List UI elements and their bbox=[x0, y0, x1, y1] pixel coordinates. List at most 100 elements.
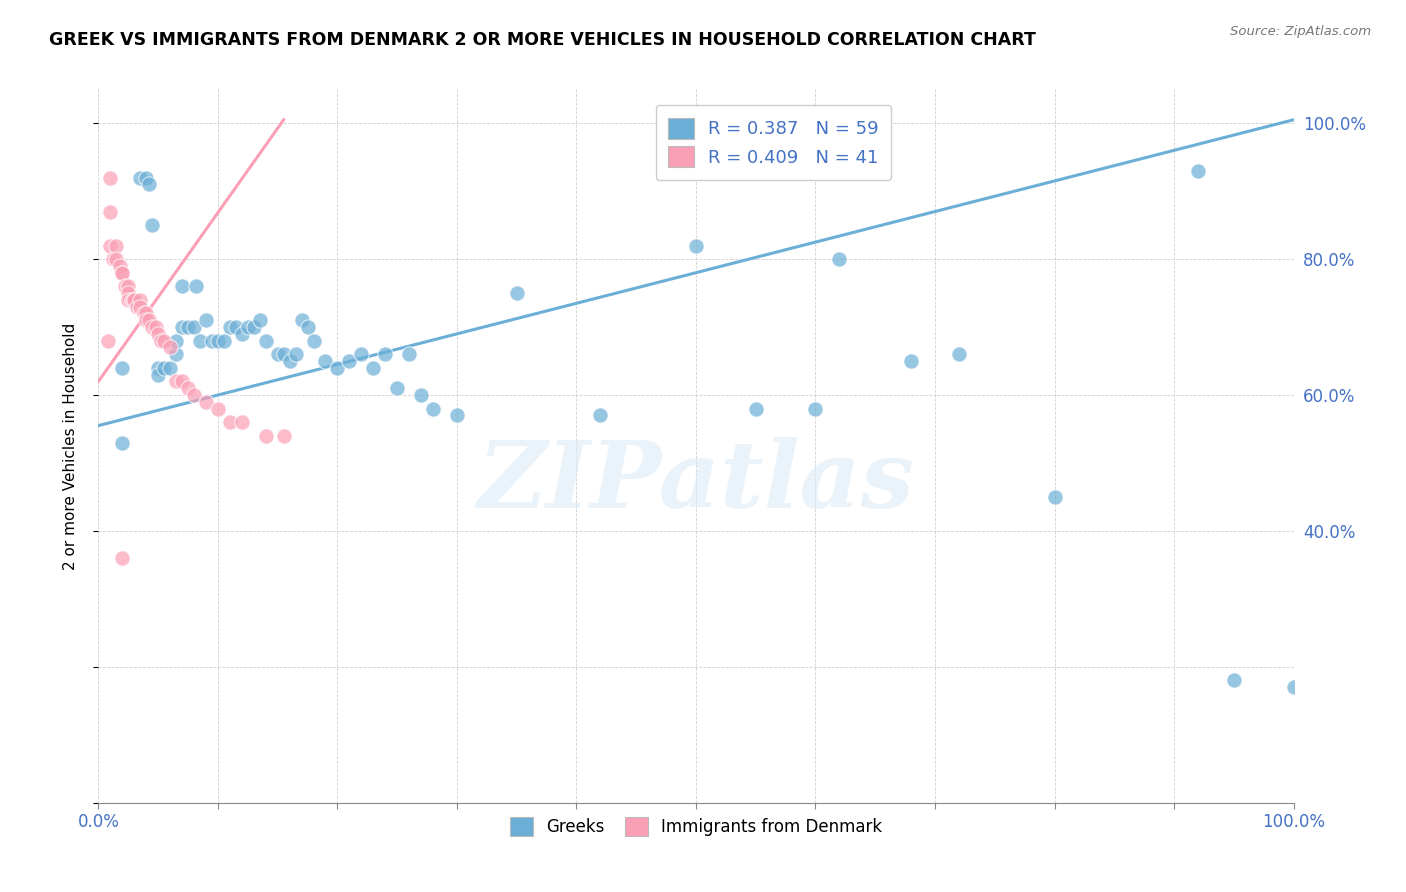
Point bbox=[165, 334, 187, 348]
Point bbox=[98, 204, 122, 219]
Point bbox=[132, 306, 155, 320]
Point bbox=[172, 279, 194, 293]
Point bbox=[398, 347, 420, 361]
Point bbox=[350, 347, 373, 361]
Point bbox=[165, 375, 187, 389]
Point bbox=[172, 320, 194, 334]
Point bbox=[207, 334, 229, 348]
Point bbox=[411, 388, 433, 402]
Legend: Greeks, Immigrants from Denmark: Greeks, Immigrants from Denmark bbox=[498, 805, 894, 848]
Point bbox=[422, 401, 444, 416]
Point bbox=[207, 401, 229, 416]
Point bbox=[153, 360, 176, 375]
Point bbox=[297, 320, 319, 334]
Point bbox=[186, 279, 208, 293]
Point bbox=[129, 300, 152, 314]
Point bbox=[225, 320, 247, 334]
Point bbox=[111, 551, 134, 566]
Point bbox=[117, 293, 139, 307]
Point bbox=[159, 360, 181, 375]
Point bbox=[249, 313, 271, 327]
Point bbox=[278, 354, 301, 368]
Point bbox=[135, 170, 157, 185]
Point bbox=[948, 347, 970, 361]
Point bbox=[273, 429, 295, 443]
Point bbox=[745, 401, 768, 416]
Point bbox=[148, 326, 170, 341]
Point bbox=[1187, 163, 1209, 178]
Point bbox=[1282, 680, 1305, 694]
Point bbox=[195, 394, 218, 409]
Point bbox=[124, 293, 146, 307]
Point bbox=[267, 347, 290, 361]
Point bbox=[108, 259, 131, 273]
Point bbox=[201, 334, 224, 348]
Point bbox=[284, 347, 307, 361]
Point bbox=[141, 320, 163, 334]
Point bbox=[195, 313, 218, 327]
Point bbox=[219, 415, 242, 429]
Point bbox=[124, 293, 146, 307]
Point bbox=[254, 429, 277, 443]
Point bbox=[236, 320, 259, 334]
Point bbox=[212, 334, 235, 348]
Point bbox=[291, 313, 314, 327]
Point bbox=[219, 320, 242, 334]
Point bbox=[231, 415, 253, 429]
Point bbox=[129, 293, 152, 307]
Point bbox=[138, 178, 160, 192]
Point bbox=[804, 401, 827, 416]
Point bbox=[111, 266, 134, 280]
Point bbox=[148, 368, 170, 382]
Text: Source: ZipAtlas.com: Source: ZipAtlas.com bbox=[1230, 25, 1371, 38]
Point bbox=[1043, 490, 1066, 504]
Point bbox=[589, 409, 612, 423]
Point bbox=[385, 381, 409, 395]
Point bbox=[315, 354, 337, 368]
Point bbox=[900, 354, 922, 368]
Point bbox=[111, 360, 134, 375]
Point bbox=[828, 252, 851, 266]
Point bbox=[129, 170, 152, 185]
Point bbox=[506, 286, 529, 301]
Point bbox=[165, 347, 187, 361]
Point bbox=[111, 435, 134, 450]
Point bbox=[243, 320, 266, 334]
Point bbox=[172, 375, 194, 389]
Point bbox=[121, 293, 143, 307]
Point bbox=[254, 334, 277, 348]
Point bbox=[98, 170, 122, 185]
Point bbox=[153, 334, 176, 348]
Point bbox=[231, 326, 253, 341]
Point bbox=[114, 279, 136, 293]
Point bbox=[135, 306, 157, 320]
Point bbox=[446, 409, 468, 423]
Text: ZIPatlas: ZIPatlas bbox=[478, 437, 914, 526]
Point bbox=[97, 334, 120, 348]
Point bbox=[111, 266, 134, 280]
Point bbox=[302, 334, 325, 348]
Text: GREEK VS IMMIGRANTS FROM DENMARK 2 OR MORE VEHICLES IN HOUSEHOLD CORRELATION CHA: GREEK VS IMMIGRANTS FROM DENMARK 2 OR MO… bbox=[49, 31, 1036, 49]
Point bbox=[148, 360, 170, 375]
Point bbox=[101, 252, 124, 266]
Point bbox=[273, 347, 295, 361]
Point bbox=[188, 334, 211, 348]
Point bbox=[326, 360, 349, 375]
Point bbox=[177, 320, 200, 334]
Point bbox=[1223, 673, 1246, 688]
Point bbox=[145, 320, 167, 334]
Point bbox=[339, 354, 361, 368]
Point bbox=[125, 300, 148, 314]
Point bbox=[105, 252, 128, 266]
Y-axis label: 2 or more Vehicles in Household: 2 or more Vehicles in Household bbox=[63, 322, 77, 570]
Point bbox=[105, 238, 128, 252]
Point bbox=[135, 313, 157, 327]
Point bbox=[685, 238, 707, 252]
Point bbox=[183, 320, 205, 334]
Point bbox=[363, 360, 385, 375]
Point bbox=[159, 341, 181, 355]
Point bbox=[98, 238, 122, 252]
Point bbox=[374, 347, 396, 361]
Point bbox=[183, 388, 205, 402]
Point bbox=[117, 279, 139, 293]
